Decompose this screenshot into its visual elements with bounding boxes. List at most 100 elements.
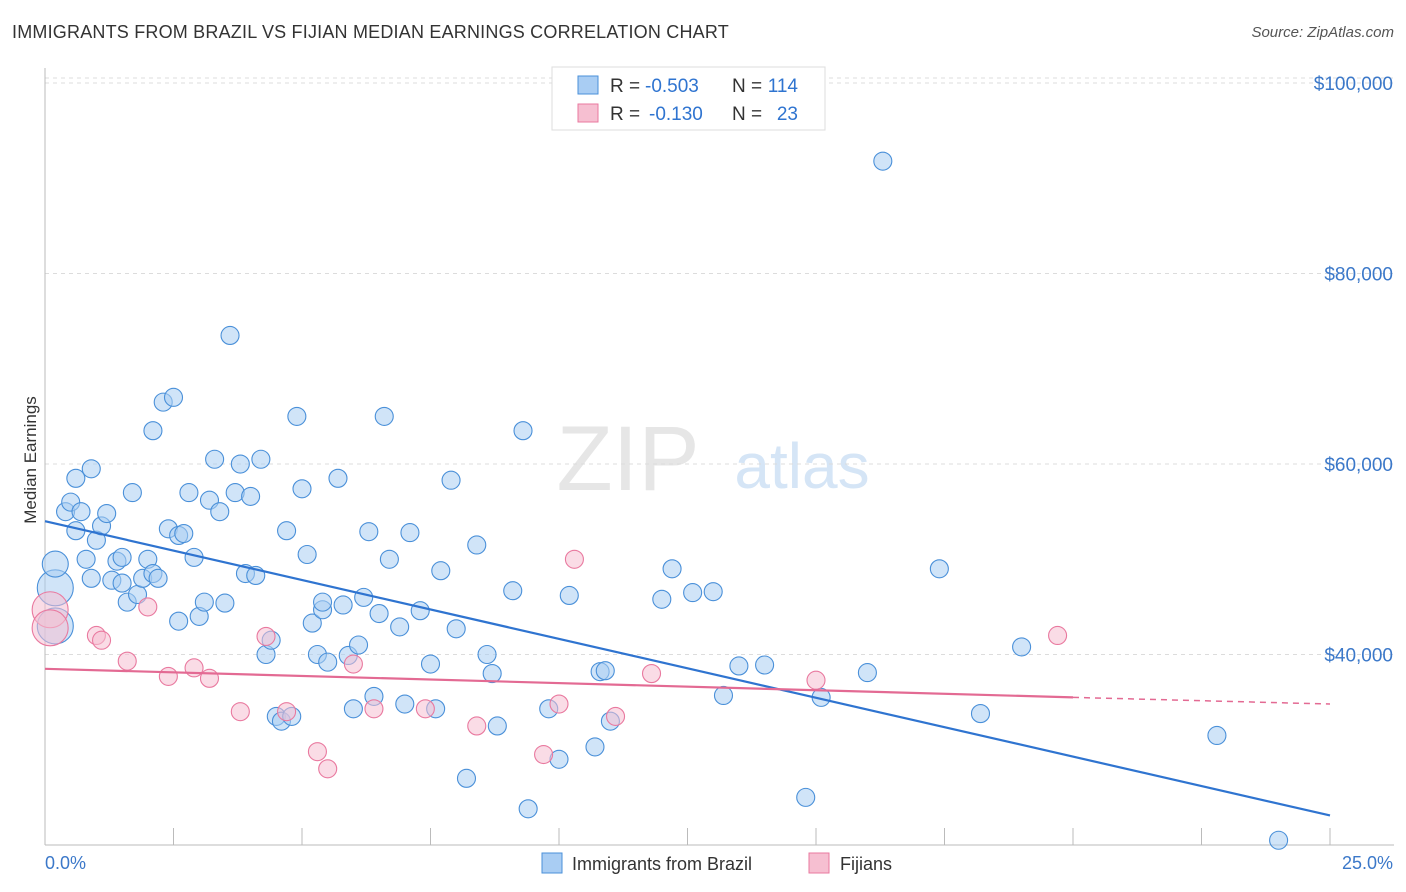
data-point-brazil (41, 550, 69, 578)
bottom-legend-label-brazil: Immigrants from Brazil (572, 854, 752, 874)
y-tick-label: $80,000 (1324, 265, 1393, 286)
data-point-fijians (1048, 625, 1068, 646)
watermark-zip: ZIP (556, 408, 699, 510)
data-point-fijians (364, 699, 384, 719)
data-point-brazil (81, 459, 101, 479)
bottom-legend-swatch-brazil (541, 852, 563, 874)
legend-swatch-brazil (577, 75, 599, 95)
data-point-brazil (595, 661, 615, 681)
data-point-fijians (549, 694, 569, 714)
data-point-brazil (755, 655, 775, 675)
data-point-fijians (158, 666, 178, 686)
data-point-brazil (662, 559, 682, 579)
data-point-brazil (513, 421, 533, 441)
data-point-fijians (415, 699, 435, 719)
data-point-brazil (359, 522, 379, 542)
data-point-brazil (302, 613, 322, 633)
data-point-brazil (220, 325, 240, 345)
data-point-brazil (313, 592, 333, 612)
data-point-fijians (806, 670, 826, 690)
series-fijians-points (31, 549, 1068, 779)
data-point-brazil (343, 699, 363, 719)
data-point-brazil (112, 547, 132, 567)
source-label: Source: ZipAtlas.com (1251, 24, 1394, 41)
data-point-brazil (652, 589, 672, 609)
x-tick-label-min: 0.0% (45, 853, 86, 873)
data-point-brazil (354, 587, 374, 607)
data-point-brazil (1269, 830, 1289, 850)
legend-n-value-1: 114 (768, 76, 799, 97)
data-point-brazil (729, 656, 749, 676)
data-point-brazil (148, 568, 168, 588)
trend-line-fijians (44, 667, 1074, 699)
data-point-brazil (1012, 637, 1032, 657)
data-point-brazil (215, 593, 235, 613)
data-point-brazil (277, 521, 297, 541)
trend-line-fijians-extension (1072, 696, 1331, 705)
data-point-fijians (307, 742, 327, 762)
x-tick-label-max: 25.0% (1342, 853, 1393, 873)
data-point-fijians (467, 716, 487, 736)
legend-r-value-2: -0.130 (649, 104, 703, 125)
data-point-fijians (256, 626, 276, 646)
data-point-brazil (482, 664, 502, 684)
data-point-brazil (163, 387, 184, 407)
data-point-brazil (441, 470, 461, 490)
data-point-brazil (297, 544, 317, 565)
x-axis-ticks (173, 828, 1331, 845)
data-point-fijians (318, 759, 338, 779)
legend-r-value-1: -0.503 (645, 76, 699, 97)
data-point-brazil (379, 549, 399, 569)
data-point-brazil (857, 663, 877, 683)
data-point-brazil (467, 535, 487, 555)
y-axis-tick-labels: $40,000 $60,000 $80,000 $100,000 (1314, 74, 1393, 666)
data-point-brazil (143, 421, 163, 441)
y-tick-label: $100,000 (1314, 74, 1393, 95)
legend-n-label-1: N = (732, 76, 762, 97)
data-point-brazil (518, 799, 538, 819)
data-point-brazil (559, 585, 579, 606)
data-point-brazil (400, 523, 420, 543)
data-point-brazil (97, 504, 117, 524)
data-point-brazil (374, 406, 394, 426)
legend-r-label-2: R = (610, 104, 640, 125)
data-point-brazil (970, 704, 991, 724)
data-point-brazil (179, 483, 199, 503)
data-point-brazil (251, 449, 271, 469)
bottom-legend-swatch-fijians (808, 852, 830, 874)
data-point-brazil (477, 644, 497, 665)
data-point-brazil (683, 583, 703, 603)
bottom-legend-label-fijians: Fijians (840, 854, 892, 874)
chart-title: IMMIGRANTS FROM BRAZIL VS FIJIAN MEDIAN … (12, 22, 729, 42)
data-point-brazil (487, 716, 507, 736)
data-point-fijians (199, 668, 220, 688)
y-tick-label: $40,000 (1324, 646, 1393, 667)
data-point-brazil (333, 595, 353, 615)
data-point-fijians (230, 702, 250, 722)
data-point-brazil (174, 524, 194, 544)
data-point-fijians (31, 609, 69, 647)
data-point-brazil (410, 601, 430, 621)
data-point-brazil (796, 787, 816, 807)
legend-n-label-2: N = (732, 104, 762, 125)
data-point-brazil (76, 549, 96, 569)
series-legend: Immigrants from Brazil Fijians (541, 852, 892, 874)
watermark-atlas: atlas (734, 430, 869, 502)
data-point-brazil (122, 483, 142, 503)
data-point-brazil (71, 502, 91, 522)
data-point-brazil (703, 582, 723, 602)
data-point-fijians (605, 706, 626, 726)
trend-line-brazil (44, 520, 1331, 817)
data-point-brazil (81, 568, 101, 588)
data-point-brazil (395, 694, 415, 714)
data-point-brazil (205, 449, 225, 469)
data-point-brazil (585, 737, 605, 757)
data-point-brazil (112, 573, 132, 593)
data-point-brazil (873, 151, 893, 171)
data-point-brazil (369, 604, 389, 624)
data-point-fijians (117, 651, 137, 671)
data-point-brazil (420, 654, 441, 674)
data-point-brazil (318, 652, 338, 672)
